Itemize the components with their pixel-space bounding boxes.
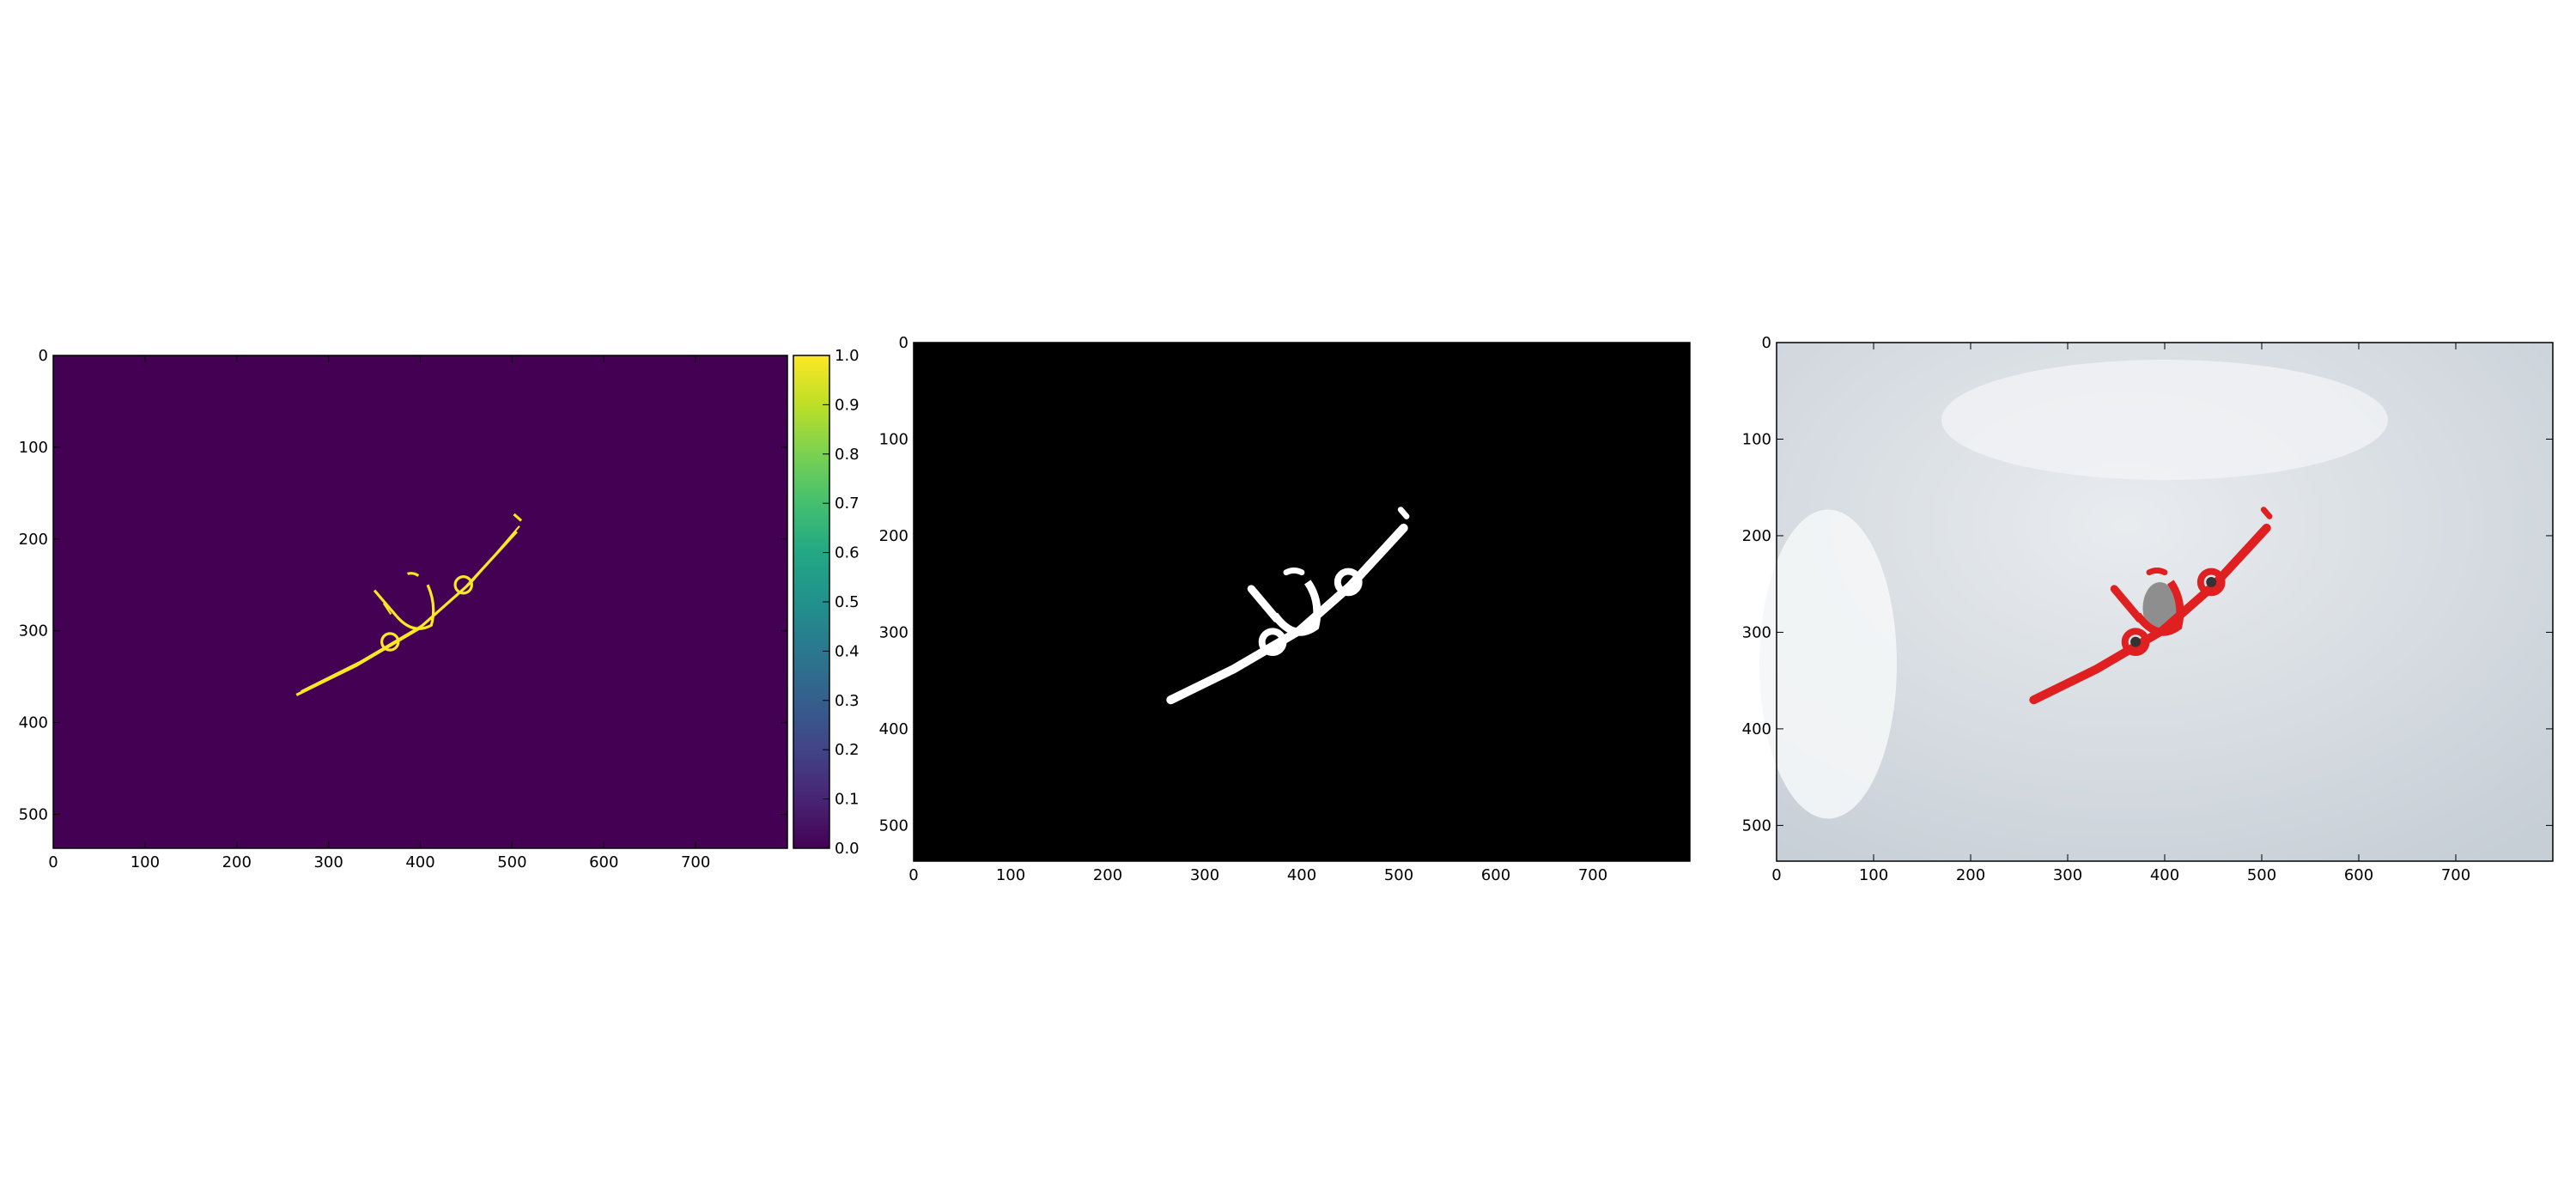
x-tick-label: 500: [1384, 866, 1413, 884]
colorbar-tick-label: 1.0: [835, 347, 860, 365]
x-tick-label: 200: [222, 853, 252, 871]
cloud-highlight: [1941, 360, 2388, 480]
colorbar-tick-label: 0.2: [835, 741, 860, 759]
y-tick-label: 0: [1762, 334, 1771, 352]
x-tick-label: 0: [1771, 866, 1781, 884]
y-tick-label: 500: [879, 817, 908, 835]
x-tick-label: 500: [497, 853, 526, 871]
cloud-highlight: [1759, 509, 1897, 819]
x-tick-label: 300: [1190, 866, 1219, 884]
colorbar-tick-label: 0.1: [835, 791, 860, 809]
panel-1: 0 100 200 300 400 500 600 700 0 100 200 300 400 500 0.…: [19, 347, 860, 871]
x-tick-label: 100: [131, 853, 160, 871]
y-tick-label: 300: [1742, 623, 1771, 641]
x-tick-label: 300: [313, 853, 343, 871]
y-tick-label: 0: [899, 334, 908, 352]
mask-image: [914, 343, 1690, 861]
y-tick-label: 200: [879, 527, 908, 545]
colorbar-tick-label: 0.9: [835, 396, 860, 414]
y-tick-label: 500: [1742, 817, 1771, 835]
colorbar-tick-label: 0.8: [835, 446, 860, 464]
x-tick-label: 0: [48, 853, 58, 871]
colorbar-tick-label: 0.4: [835, 642, 860, 660]
colorbar-tick-label: 0.6: [835, 544, 860, 562]
y-tick-label: 200: [19, 531, 48, 549]
y-tick-label: 300: [19, 622, 48, 640]
x-tick-label: 500: [2247, 866, 2276, 884]
colorbar-tick-label: 0.5: [835, 593, 860, 611]
y-tick-label: 500: [19, 805, 48, 823]
x-tick-label: 400: [1287, 866, 1316, 884]
x-tick-label: 200: [1956, 866, 1985, 884]
x-tick-label: 600: [589, 853, 618, 871]
panel-2: 0 100 200 300 400 500 600 700 0 100 200 300 400 500: [879, 334, 1691, 884]
x-tick-label: 400: [405, 853, 434, 871]
x-tick-label: 100: [996, 866, 1025, 884]
x-tick-label: 200: [1093, 866, 1122, 884]
y-tick-label: 100: [19, 439, 48, 457]
panel-3: 0 100 200 300 400 500 600 700 0 100 200 300 400 500: [1742, 334, 2554, 884]
x-tick-label: 700: [1578, 866, 1607, 884]
y-tick-label: 300: [879, 623, 908, 641]
x-tick-label: 600: [1481, 866, 1510, 884]
x-tick-label: 100: [1859, 866, 1888, 884]
edge-image: [53, 355, 787, 848]
y-tick-label: 400: [1742, 720, 1771, 738]
y-tick-label: 400: [879, 720, 908, 738]
aircraft-engine: [2206, 576, 2217, 587]
x-tick-label: 600: [2344, 866, 2373, 884]
y-tick-label: 100: [879, 430, 908, 448]
colorbar-tick-label: 0.3: [835, 692, 860, 710]
x-tick-label: 400: [2150, 866, 2179, 884]
y-tick-label: 0: [39, 347, 48, 365]
x-tick-label: 700: [2441, 866, 2470, 884]
y-tick-label: 200: [1742, 527, 1771, 545]
colorbar-tick-label: 0.7: [835, 495, 860, 513]
panels-layer: 0 100 200 300 400 500 600 700 0 100 200 300 400 500 0.…: [19, 334, 2554, 884]
x-tick-label: 700: [681, 853, 710, 871]
y-tick-label: 100: [1742, 430, 1771, 448]
colorbar: [793, 355, 830, 849]
y-tick-label: 400: [19, 714, 48, 732]
colorbar-tick-label: 0.0: [835, 840, 860, 858]
x-tick-label: 0: [908, 866, 918, 884]
aircraft-engine: [2130, 636, 2142, 647]
x-tick-label: 300: [2053, 866, 2082, 884]
